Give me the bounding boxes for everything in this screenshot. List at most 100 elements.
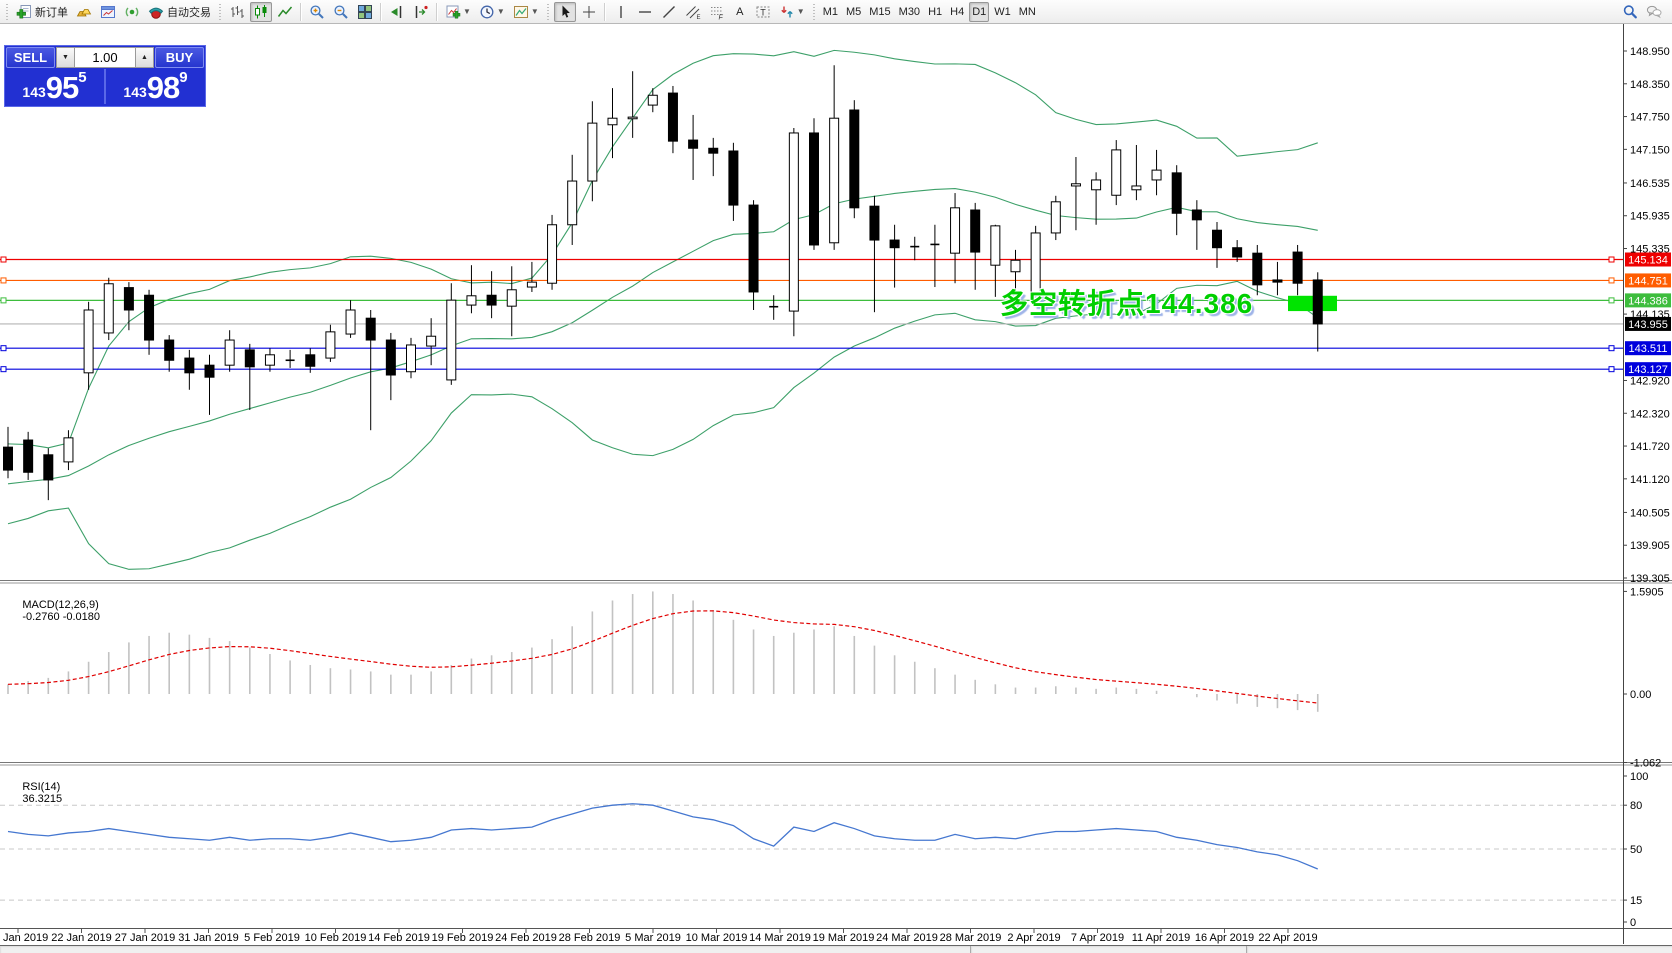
bar-chart-button[interactable] <box>226 2 248 22</box>
vertical-line-button[interactable] <box>610 2 632 22</box>
fibonacci-button[interactable]: F <box>706 2 728 22</box>
price-line-handle[interactable] <box>0 297 7 304</box>
periods-button[interactable]: ▼ <box>476 2 508 22</box>
tf-h1-button[interactable]: H1 <box>925 2 945 22</box>
tile-windows-button[interactable] <box>354 2 376 22</box>
svg-text:-1.062: -1.062 <box>1630 757 1661 769</box>
svg-text:22 Apr 2019: 22 Apr 2019 <box>1258 932 1317 944</box>
tf-m5-button[interactable]: M5 <box>843 2 864 22</box>
arrows-dropdown-caret[interactable]: ▼ <box>796 7 805 16</box>
price-line-handle[interactable] <box>0 345 7 352</box>
horizontal-line-button[interactable] <box>634 2 656 22</box>
chat-icon <box>1646 5 1662 18</box>
highlight-rect[interactable] <box>1288 295 1337 312</box>
price-line-handle[interactable] <box>1608 297 1615 304</box>
svg-text:16 Apr 2019: 16 Apr 2019 <box>1195 932 1254 944</box>
crosshair-button[interactable] <box>578 2 600 22</box>
signal-icon <box>125 7 139 16</box>
price-line-handle[interactable] <box>0 277 7 284</box>
signal-button[interactable] <box>121 2 143 22</box>
arrows-button[interactable]: ▼ <box>776 2 808 22</box>
indicators-button[interactable]: ▼ <box>442 2 474 22</box>
svg-text:140.505: 140.505 <box>1630 507 1670 519</box>
price-lines[interactable] <box>0 256 1623 373</box>
bar-chart-icon <box>231 5 244 18</box>
line-chart-icon <box>277 6 293 17</box>
auto-scroll-button[interactable] <box>386 2 408 22</box>
tf-w1-button[interactable]: W1 <box>991 2 1014 22</box>
chart-shift-button[interactable] <box>410 2 432 22</box>
candlestick-chart-button[interactable] <box>250 1 272 22</box>
tf-m15-button[interactable]: M15 <box>866 2 893 22</box>
price-line-handle[interactable] <box>1608 345 1615 352</box>
zoom-out-button[interactable] <box>330 2 352 22</box>
tf-m1-label: M1 <box>822 5 838 18</box>
zoom-in-button[interactable] <box>306 2 328 22</box>
toolbar: 新订单 自动交易 ▼ ▼ ▼ E F A T ▼ M1 M5 M15 M30 H1 H4 D1 W1 MN <box>0 0 1672 24</box>
svg-text:142.320: 142.320 <box>1630 408 1670 420</box>
indicators-icon <box>446 5 461 18</box>
sell-price-pip: 5 <box>78 69 87 86</box>
price-line-handle[interactable] <box>1608 277 1615 284</box>
turning-point-annotation: 多空转折点144.386 <box>1000 288 1254 319</box>
periods-dropdown-caret[interactable]: ▼ <box>496 7 505 16</box>
arrows-icon <box>781 6 793 17</box>
svg-text:11 Apr 2019: 11 Apr 2019 <box>1132 932 1191 944</box>
text-label-button[interactable]: T <box>752 2 774 22</box>
templates-button[interactable]: ▼ <box>510 2 542 22</box>
chat-button[interactable] <box>1643 2 1665 22</box>
chart-windows-button[interactable] <box>97 2 119 22</box>
svg-text:146.535: 146.535 <box>1630 178 1670 190</box>
equidistant-channel-button[interactable]: E <box>682 2 704 22</box>
svg-text:145.935: 145.935 <box>1630 211 1670 223</box>
rsi-value: 36.3215 <box>22 793 63 805</box>
tf-m30-button[interactable]: M30 <box>896 2 923 22</box>
gold-bars-button[interactable] <box>73 2 95 22</box>
crosshair-icon <box>582 5 595 18</box>
price-line-handle[interactable] <box>0 256 7 263</box>
autotrading-button[interactable]: 自动交易 <box>145 2 214 22</box>
macd-signal-line <box>7 610 1318 704</box>
price-line-handle[interactable] <box>0 366 7 373</box>
macd-indicator-label: MACD(12,26,9) -0.2760 -0.0180 <box>4 587 100 635</box>
buy-price-prefix: 143 <box>123 84 147 100</box>
svg-text:5 Mar 2019: 5 Mar 2019 <box>625 932 681 944</box>
toolbar-grip[interactable] <box>545 3 550 20</box>
line-chart-button[interactable] <box>274 2 296 22</box>
chart-windows-icon <box>101 5 115 18</box>
price-axis[interactable]: 148.950 148.350 147.750 147.150 146.535 145.9… <box>1623 46 1671 585</box>
cursor-button[interactable] <box>553 1 576 22</box>
buy-button[interactable]: BUY <box>155 47 204 68</box>
chart-canvas[interactable]: 148.950 148.350 147.750 147.150 146.535 145.9… <box>0 24 1672 953</box>
volume-up-button[interactable]: ▲ <box>135 47 154 68</box>
tf-mn-button[interactable]: MN <box>1016 2 1039 22</box>
volume-input[interactable] <box>75 47 135 68</box>
tile-windows-icon <box>358 4 372 19</box>
text-button[interactable]: A <box>730 2 750 22</box>
sell-button[interactable]: SELL <box>6 47 55 68</box>
indicators-dropdown-caret[interactable]: ▼ <box>463 7 471 16</box>
trendline-button[interactable] <box>658 2 680 22</box>
price-line-handle[interactable] <box>1608 256 1615 263</box>
tf-m1-button[interactable]: M1 <box>820 2 841 22</box>
toolbar-grip[interactable] <box>811 3 816 20</box>
periods-icon <box>480 5 494 18</box>
tf-h4-button[interactable]: H4 <box>947 2 967 22</box>
price-line-handle[interactable] <box>1608 366 1615 373</box>
toolbar-grip[interactable] <box>5 3 9 20</box>
sell-price[interactable]: 143 95 5 <box>5 69 106 104</box>
search-button[interactable] <box>1619 2 1641 22</box>
status-segment <box>971 946 1247 953</box>
svg-text:19 Mar 2019: 19 Mar 2019 <box>813 932 875 944</box>
buy-price[interactable]: 143 98 9 <box>106 69 205 104</box>
toolbar-grip[interactable] <box>218 3 222 20</box>
volume-down-button[interactable]: ▼ <box>56 47 75 68</box>
svg-text:31 Jan 2019: 31 Jan 2019 <box>178 932 239 944</box>
tf-d1-button[interactable]: D1 <box>969 1 990 22</box>
one-click-trade-panel: SELL ▼ ▲ BUY 143 95 5 143 98 9 <box>4 45 206 107</box>
templates-dropdown-caret[interactable]: ▼ <box>530 7 539 16</box>
gold-bars-icon <box>76 8 92 16</box>
new-order-button[interactable]: 新订单 <box>13 2 71 22</box>
